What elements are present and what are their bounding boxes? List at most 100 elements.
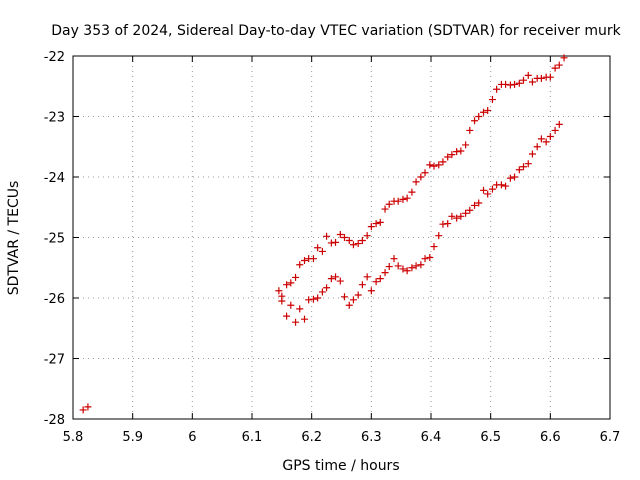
grid bbox=[73, 56, 610, 419]
data-point bbox=[480, 186, 488, 194]
data-point bbox=[296, 305, 304, 313]
axis-ticks bbox=[72, 55, 611, 420]
data-point bbox=[345, 301, 353, 309]
data-point bbox=[358, 281, 366, 289]
data-point bbox=[555, 120, 563, 128]
data-point bbox=[430, 162, 438, 170]
data-point bbox=[528, 150, 536, 158]
data-point bbox=[493, 85, 501, 93]
x-tick-label: 6.4 bbox=[421, 430, 442, 445]
data-point bbox=[372, 278, 380, 286]
data-point bbox=[471, 201, 479, 209]
data-point bbox=[349, 296, 357, 304]
data-point bbox=[354, 291, 362, 299]
x-tick-label: 6.5 bbox=[480, 430, 501, 445]
data-point bbox=[421, 169, 429, 177]
data-point bbox=[412, 178, 420, 186]
chart-title: Day 353 of 2024, Sidereal Day-to-day VTE… bbox=[51, 23, 621, 39]
data-point bbox=[403, 267, 411, 275]
data-point bbox=[309, 255, 317, 263]
data-point bbox=[421, 255, 429, 263]
data-point bbox=[511, 80, 519, 88]
data-point bbox=[394, 262, 402, 270]
data-point bbox=[372, 220, 380, 228]
data-point bbox=[336, 230, 344, 238]
data-point bbox=[340, 234, 348, 241]
data-point bbox=[533, 143, 541, 151]
data-point bbox=[457, 212, 465, 220]
data-point bbox=[546, 132, 554, 140]
data-point bbox=[471, 117, 479, 125]
data-point bbox=[332, 238, 340, 246]
data-point bbox=[466, 126, 474, 134]
data-point bbox=[301, 256, 309, 264]
data-point bbox=[466, 206, 474, 214]
data-point bbox=[390, 255, 398, 263]
data-point bbox=[519, 76, 527, 84]
data-point bbox=[394, 197, 402, 205]
data-point bbox=[519, 163, 527, 171]
data-point bbox=[448, 212, 456, 220]
data-point bbox=[488, 185, 496, 193]
series-lower bbox=[79, 120, 563, 414]
x-tick-label: 5.9 bbox=[122, 430, 143, 445]
data-point bbox=[475, 199, 483, 207]
data-point bbox=[417, 173, 425, 181]
data-point bbox=[555, 61, 563, 69]
data-point bbox=[537, 135, 545, 143]
data-point bbox=[275, 287, 283, 295]
data-point bbox=[283, 312, 291, 320]
data-point bbox=[367, 287, 375, 295]
y-tick-label: -26 bbox=[44, 292, 65, 307]
data-point bbox=[480, 108, 488, 116]
x-tick-label: 6 bbox=[188, 430, 196, 445]
data-point bbox=[453, 214, 461, 222]
data-point bbox=[323, 284, 331, 292]
data-point bbox=[426, 161, 434, 169]
y-tick-label: -25 bbox=[44, 232, 65, 247]
data-point bbox=[408, 188, 416, 196]
data-point bbox=[367, 223, 375, 231]
data-point bbox=[314, 244, 322, 252]
y-axis-label: SDTVAR / TECUs bbox=[6, 181, 22, 296]
x-tick-labels: 5.8 5.9 6 6.1 6.2 6.3 6.4 6.5 6.6 6.7 bbox=[63, 430, 621, 445]
data-point bbox=[381, 269, 389, 277]
data-point bbox=[385, 200, 393, 208]
data-point bbox=[448, 151, 456, 159]
data-point bbox=[327, 275, 335, 283]
x-tick-label: 6.6 bbox=[540, 430, 561, 445]
data-point bbox=[345, 237, 353, 245]
data-point bbox=[327, 239, 335, 247]
data-point bbox=[340, 293, 348, 301]
data-point bbox=[462, 209, 470, 217]
data-point bbox=[462, 141, 470, 149]
data-point bbox=[84, 403, 92, 411]
data-point bbox=[488, 96, 496, 104]
data-point bbox=[292, 273, 300, 281]
data-point bbox=[283, 281, 291, 289]
y-tick-labels: -28 -27 -26 -25 -24 -23 -22 bbox=[44, 50, 65, 428]
data-point bbox=[287, 279, 295, 287]
data-point bbox=[323, 232, 331, 240]
data-point bbox=[381, 205, 389, 213]
data-point bbox=[435, 232, 443, 240]
data-point bbox=[309, 295, 317, 303]
data-point bbox=[542, 138, 550, 146]
data-point bbox=[537, 74, 545, 82]
data-point bbox=[354, 240, 362, 248]
data-point bbox=[363, 273, 371, 281]
x-tick-label: 5.8 bbox=[63, 430, 84, 445]
data-point bbox=[399, 265, 407, 273]
data-points bbox=[79, 54, 568, 414]
data-point bbox=[417, 261, 425, 269]
data-point bbox=[332, 273, 340, 281]
data-point bbox=[376, 275, 384, 283]
data-point bbox=[287, 301, 295, 309]
data-point bbox=[296, 261, 304, 269]
x-tick-label: 6.2 bbox=[301, 430, 322, 445]
data-point bbox=[430, 243, 438, 251]
data-point bbox=[453, 148, 461, 156]
data-point bbox=[475, 113, 483, 120]
data-point bbox=[314, 294, 322, 302]
